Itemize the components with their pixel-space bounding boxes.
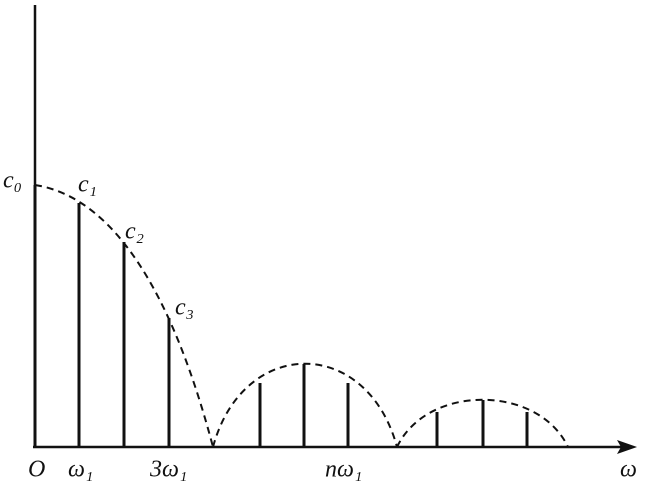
spectral-lines [33,185,529,447]
envelope [212,362,398,448]
c2-label: c₂ [125,219,144,245]
w3-label: 3ω₁ [149,457,187,483]
envelope [396,398,569,448]
c3-label: c₃ [175,295,194,321]
c1-label: c₁ [78,172,97,198]
origin-label: O [28,457,45,483]
envelope [34,184,214,448]
axis-label: ω [620,457,637,483]
c0-label: c₀ [3,168,22,194]
wn-label: nω₁ [325,457,362,483]
axis-arrow [617,440,637,454]
w1-label: ω₁ [68,457,93,483]
